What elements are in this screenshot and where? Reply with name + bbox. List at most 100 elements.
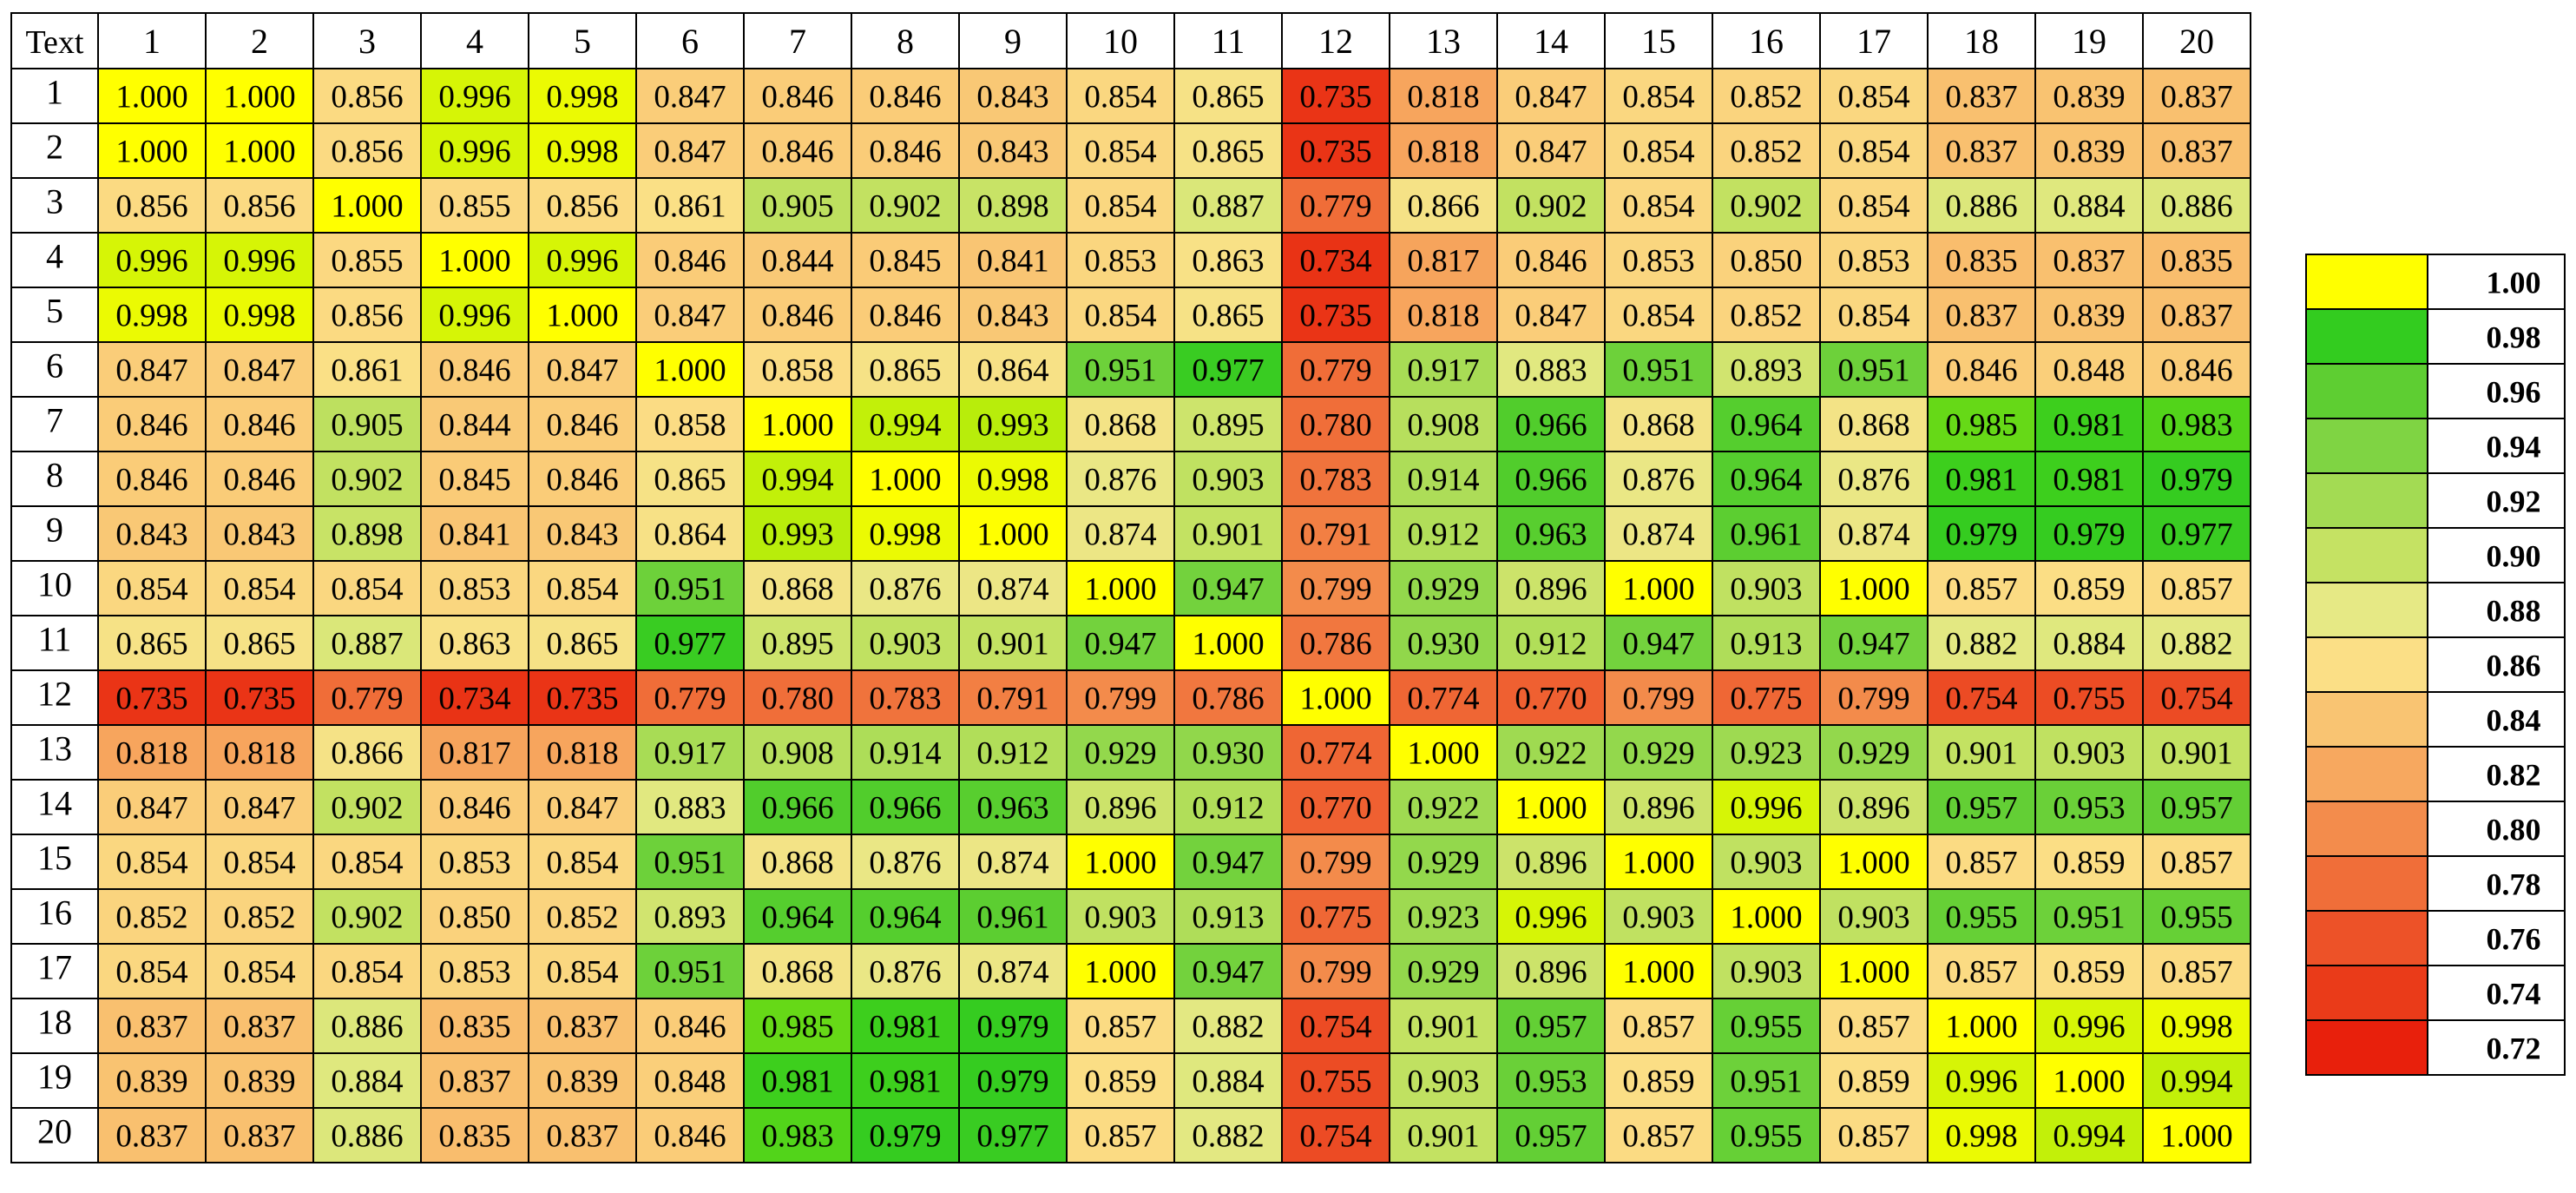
heatmap-cell bbox=[2142, 669, 2251, 726]
cell-value-label: 0.865 bbox=[1192, 80, 1264, 115]
cell-value-label: 0.998 bbox=[869, 517, 941, 553]
cell-value-label: 0.981 bbox=[1945, 463, 2017, 498]
cell-value-label: 0.835 bbox=[438, 1119, 510, 1155]
cell-value-label: 0.865 bbox=[223, 627, 295, 662]
cell-value-label: 0.847 bbox=[1515, 135, 1587, 170]
heatmap-cell bbox=[1927, 232, 2036, 288]
heatmap-cell bbox=[312, 177, 422, 234]
cell-value-label: 0.963 bbox=[976, 791, 1048, 827]
cell-value-label: 0.734 bbox=[1299, 244, 1371, 280]
cell-value-label: 0.853 bbox=[438, 955, 510, 991]
cell-value-label: 0.846 bbox=[115, 463, 187, 498]
cell-value-label: 0.735 bbox=[1299, 80, 1371, 115]
heatmap-cell bbox=[1712, 669, 1821, 726]
heatmap-cell bbox=[1066, 177, 1175, 234]
heatmap-cell bbox=[1281, 232, 1390, 288]
cell-value-label: 0.998 bbox=[115, 299, 187, 334]
cell-value-label: 0.947 bbox=[1084, 627, 1156, 662]
cell-value-label: 0.929 bbox=[1407, 572, 1479, 608]
row-header-13: 13 bbox=[37, 729, 72, 768]
heatmap-cell bbox=[1496, 287, 1606, 343]
heatmap-cell bbox=[420, 779, 529, 835]
cell-value-label: 0.854 bbox=[1622, 299, 1694, 334]
heatmap-cell bbox=[420, 888, 529, 945]
cell-value-label: 0.923 bbox=[1407, 900, 1479, 936]
heatmap-cell bbox=[420, 232, 529, 288]
cell-value-label: 0.855 bbox=[331, 244, 403, 280]
cell-value-label: 0.865 bbox=[115, 627, 187, 662]
legend-label-cell bbox=[2427, 308, 2566, 365]
heatmap-cell bbox=[1173, 834, 1283, 890]
cell-value-label: 0.966 bbox=[761, 791, 833, 827]
cell-value-label: 0.996 bbox=[1515, 900, 1587, 936]
cell-value-label: 0.902 bbox=[1515, 189, 1587, 225]
heatmap-cell bbox=[97, 779, 207, 835]
heatmap-cell bbox=[1604, 779, 1713, 835]
heatmap-cell bbox=[2142, 834, 2251, 890]
cell-value-label: 0.846 bbox=[869, 299, 941, 334]
cell-value-label: 0.837 bbox=[115, 1010, 187, 1045]
legend-label-cell bbox=[2427, 418, 2566, 474]
heatmap-cell bbox=[205, 998, 314, 1054]
heatmap-cell bbox=[97, 998, 207, 1054]
row-header-cell bbox=[10, 232, 99, 288]
legend-label-cell bbox=[2427, 363, 2566, 419]
heatmap-cell bbox=[2142, 341, 2251, 398]
cell-value-label: 0.913 bbox=[1192, 900, 1264, 936]
heatmap-cell bbox=[2034, 451, 2144, 507]
heatmap-cell bbox=[1927, 68, 2036, 124]
cell-value-label: 0.799 bbox=[1299, 572, 1371, 608]
cell-value-label: 0.985 bbox=[761, 1010, 833, 1045]
heatmap-cell bbox=[851, 998, 960, 1054]
legend-label: 0.96 bbox=[2487, 375, 2541, 410]
heatmap-cell bbox=[1819, 998, 1929, 1054]
cell-value-label: 0.863 bbox=[1192, 244, 1264, 280]
heatmap-cell bbox=[1066, 724, 1175, 781]
heatmap-cell bbox=[635, 122, 745, 179]
row-header-cell bbox=[10, 177, 99, 234]
heatmap-cell bbox=[2034, 615, 2144, 671]
heatmap-cell bbox=[635, 834, 745, 890]
cell-value-label: 0.998 bbox=[546, 80, 618, 115]
heatmap-cell bbox=[1281, 505, 1390, 562]
cell-value-label: 0.912 bbox=[1192, 791, 1264, 827]
heatmap-cell bbox=[1281, 669, 1390, 726]
cell-value-label: 0.846 bbox=[223, 463, 295, 498]
heatmap-cell bbox=[1173, 560, 1283, 616]
row-header-9: 9 bbox=[46, 511, 63, 550]
cell-value-label: 1.000 bbox=[1084, 572, 1156, 608]
cell-value-label: 0.985 bbox=[1945, 408, 2017, 444]
cell-value-label: 0.857 bbox=[1945, 955, 2017, 991]
cell-value-label: 0.818 bbox=[1407, 80, 1479, 115]
heatmap-cell bbox=[1173, 724, 1283, 781]
heatmap-cell bbox=[1389, 669, 1498, 726]
heatmap-cell bbox=[420, 287, 529, 343]
cell-value-label: 0.853 bbox=[1622, 244, 1694, 280]
heatmap-cell bbox=[1389, 177, 1498, 234]
cell-value-label: 0.846 bbox=[654, 1119, 726, 1155]
cell-value-label: 0.859 bbox=[2053, 572, 2125, 608]
cell-value-label: 0.979 bbox=[976, 1064, 1048, 1100]
column-header-6: 6 bbox=[681, 22, 699, 61]
cell-value-label: 0.857 bbox=[1084, 1010, 1156, 1045]
cell-value-label: 0.839 bbox=[546, 1064, 618, 1100]
heatmap-cell bbox=[743, 68, 852, 124]
heatmap-cell bbox=[958, 451, 1068, 507]
cell-value-label: 0.955 bbox=[2160, 900, 2232, 936]
cell-value-label: 0.780 bbox=[1299, 408, 1371, 444]
cell-value-label: 0.896 bbox=[1622, 791, 1694, 827]
heatmap-cell bbox=[1496, 177, 1606, 234]
cell-value-label: 0.874 bbox=[1837, 517, 1909, 553]
cell-value-label: 0.845 bbox=[438, 463, 510, 498]
legend-swatch bbox=[2305, 527, 2428, 583]
legend-label-cell bbox=[2427, 472, 2566, 529]
cell-value-label: 0.858 bbox=[761, 353, 833, 389]
cell-value-label: 0.755 bbox=[1299, 1064, 1371, 1100]
cell-value-label: 0.850 bbox=[1730, 244, 1802, 280]
heatmap-cell bbox=[420, 396, 529, 452]
row-header-cell bbox=[10, 396, 99, 452]
heatmap-cell bbox=[2034, 177, 2144, 234]
cell-value-label: 0.901 bbox=[1407, 1119, 1479, 1155]
heatmap-cell bbox=[1604, 1052, 1713, 1109]
heatmap-cell bbox=[312, 943, 422, 999]
